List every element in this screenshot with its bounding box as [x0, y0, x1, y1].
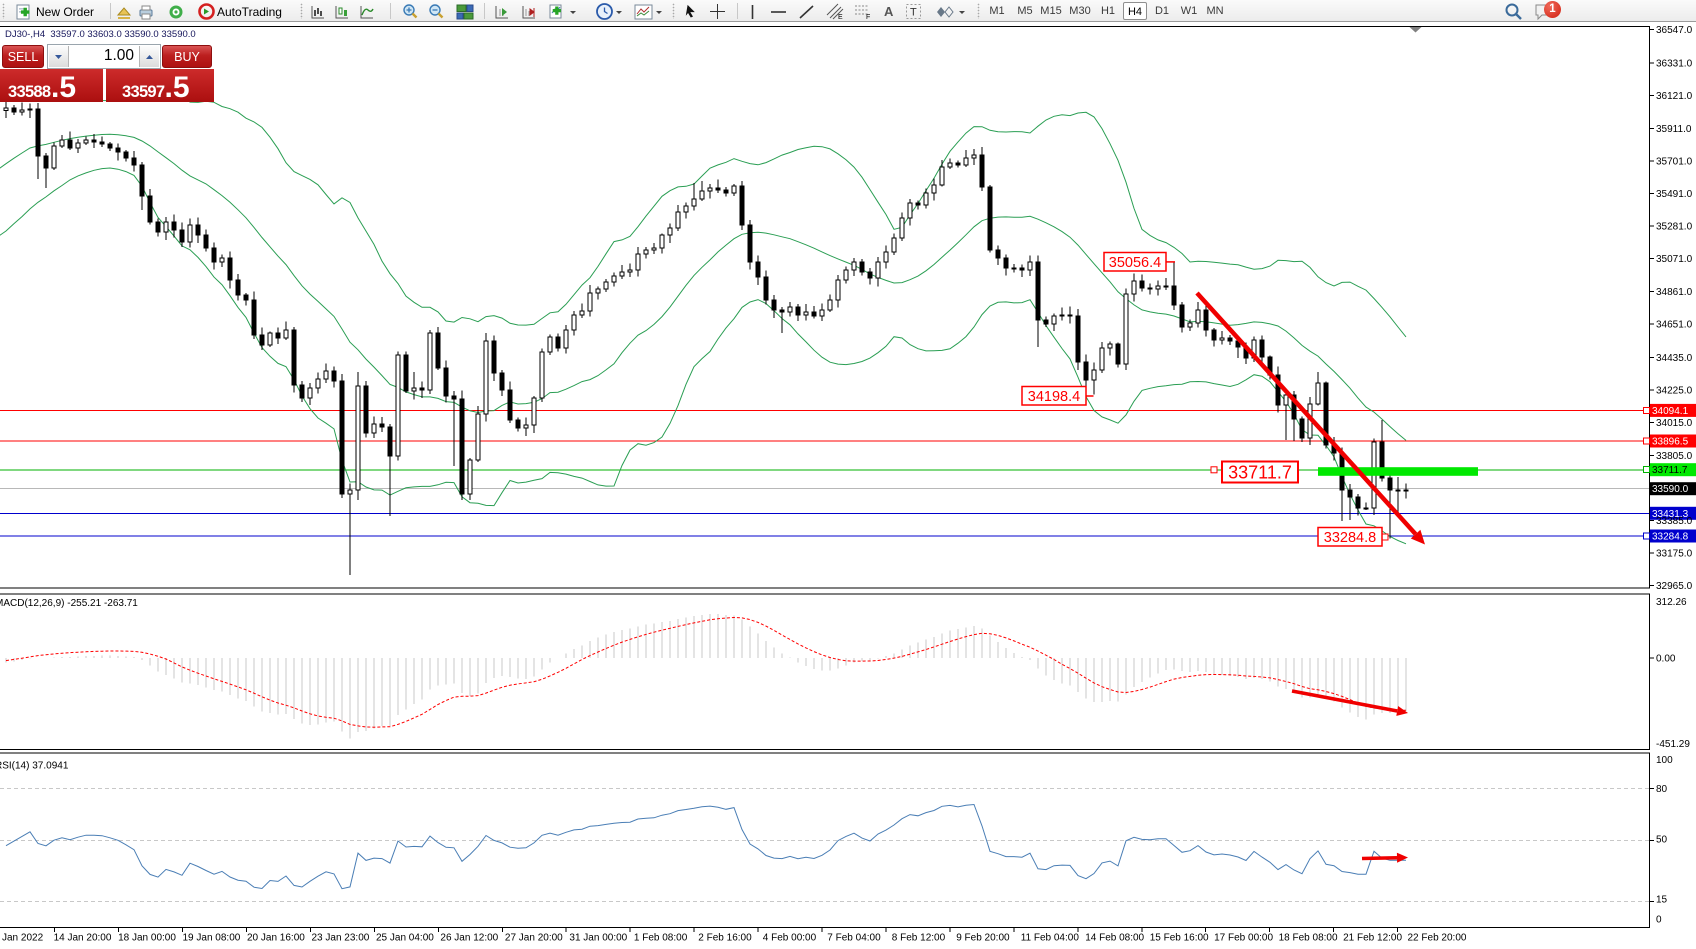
svg-text:-451.29: -451.29	[1656, 739, 1690, 750]
svg-text:7 Feb 04:00: 7 Feb 04:00	[827, 933, 881, 944]
svg-text:E: E	[838, 14, 843, 20]
svg-text:26 Jan 12:00: 26 Jan 12:00	[440, 933, 498, 944]
svg-text:35911.0: 35911.0	[1656, 124, 1692, 135]
svg-text:25 Jan 04:00: 25 Jan 04:00	[376, 933, 434, 944]
svg-text:36121.0: 36121.0	[1656, 91, 1693, 102]
svg-text:14 Jan 20:00: 14 Jan 20:00	[54, 933, 112, 944]
svg-text:33590.0: 33590.0	[1652, 484, 1689, 495]
svg-text:34651.0: 34651.0	[1656, 319, 1693, 330]
svg-text:31 Jan 00:00: 31 Jan 00:00	[569, 933, 627, 944]
svg-text:33711.7: 33711.7	[1228, 463, 1292, 483]
svg-text:50: 50	[1656, 835, 1668, 846]
svg-text:22 Feb 20:00: 22 Feb 20:00	[1408, 933, 1467, 944]
svg-text:36331.0: 36331.0	[1656, 59, 1693, 70]
svg-text:11 Feb 04:00: 11 Feb 04:00	[1021, 933, 1080, 944]
svg-text:9 Feb 20:00: 9 Feb 20:00	[956, 933, 1010, 944]
svg-text:17 Feb 00:00: 17 Feb 00:00	[1214, 933, 1273, 944]
svg-text:14 Feb 08:00: 14 Feb 08:00	[1085, 933, 1144, 944]
svg-text:21 Feb 12:00: 21 Feb 12:00	[1343, 933, 1402, 944]
svg-text:27 Jan 20:00: 27 Jan 20:00	[505, 933, 563, 944]
svg-text:33711.7: 33711.7	[1652, 465, 1688, 476]
svg-text:0.00: 0.00	[1656, 654, 1676, 665]
svg-text:15 Feb 16:00: 15 Feb 16:00	[1150, 933, 1209, 944]
svg-text:32965.0: 32965.0	[1656, 581, 1693, 592]
svg-text:80: 80	[1656, 784, 1668, 795]
svg-text:23 Jan 23:00: 23 Jan 23:00	[312, 933, 370, 944]
svg-text:MACD(12,26,9) -255.21 -263.71: MACD(12,26,9) -255.21 -263.71	[0, 598, 138, 609]
svg-text:33175.0: 33175.0	[1656, 549, 1693, 560]
svg-text:34435.0: 34435.0	[1656, 353, 1693, 364]
svg-text:100: 100	[1656, 755, 1673, 766]
svg-text:Jan 2022: Jan 2022	[2, 933, 44, 944]
svg-text:312.26: 312.26	[1656, 597, 1687, 608]
svg-text:35491.0: 35491.0	[1656, 189, 1693, 200]
svg-text:35701.0: 35701.0	[1656, 156, 1693, 167]
svg-text:35071.0: 35071.0	[1656, 254, 1693, 265]
svg-text:19 Jan 08:00: 19 Jan 08:00	[183, 933, 241, 944]
svg-text:0: 0	[1656, 915, 1662, 926]
svg-text:34225.0: 34225.0	[1656, 386, 1693, 397]
svg-text:15: 15	[1656, 895, 1668, 906]
svg-text:35056.4: 35056.4	[1109, 255, 1161, 271]
svg-text:36547.0: 36547.0	[1656, 25, 1693, 36]
svg-text:33896.5: 33896.5	[1652, 437, 1689, 448]
svg-text:1 Feb 08:00: 1 Feb 08:00	[634, 933, 688, 944]
svg-text:F: F	[866, 14, 870, 20]
svg-text:18 Feb 08:00: 18 Feb 08:00	[1279, 933, 1338, 944]
svg-text:RSI(14) 37.0941: RSI(14) 37.0941	[0, 761, 69, 772]
svg-text:33431.3: 33431.3	[1652, 509, 1689, 520]
svg-text:20 Jan 16:00: 20 Jan 16:00	[247, 933, 305, 944]
svg-text:33385.0: 33385.0	[1656, 516, 1693, 527]
svg-text:34198.4: 34198.4	[1028, 389, 1080, 405]
svg-text:34015.0: 34015.0	[1656, 418, 1693, 429]
svg-text:2 Feb 16:00: 2 Feb 16:00	[698, 933, 752, 944]
svg-text:DJ30-,H4 33597.0 33603.0 3359: DJ30-,H4 33597.0 33603.0 33590.0 33590.0	[5, 29, 196, 40]
svg-text:34094.1: 34094.1	[1652, 406, 1689, 417]
svg-text:4 Feb 00:00: 4 Feb 00:00	[763, 933, 817, 944]
svg-text:34861.0: 34861.0	[1656, 287, 1693, 298]
svg-text:35281.0: 35281.0	[1656, 222, 1693, 233]
svg-text:33284.8: 33284.8	[1324, 530, 1376, 546]
svg-text:8 Feb 12:00: 8 Feb 12:00	[892, 933, 946, 944]
svg-text:T: T	[910, 7, 917, 19]
svg-text:33284.8: 33284.8	[1652, 532, 1689, 543]
svg-text:18 Jan 00:00: 18 Jan 00:00	[118, 933, 176, 944]
svg-text:33805.0: 33805.0	[1656, 451, 1693, 462]
